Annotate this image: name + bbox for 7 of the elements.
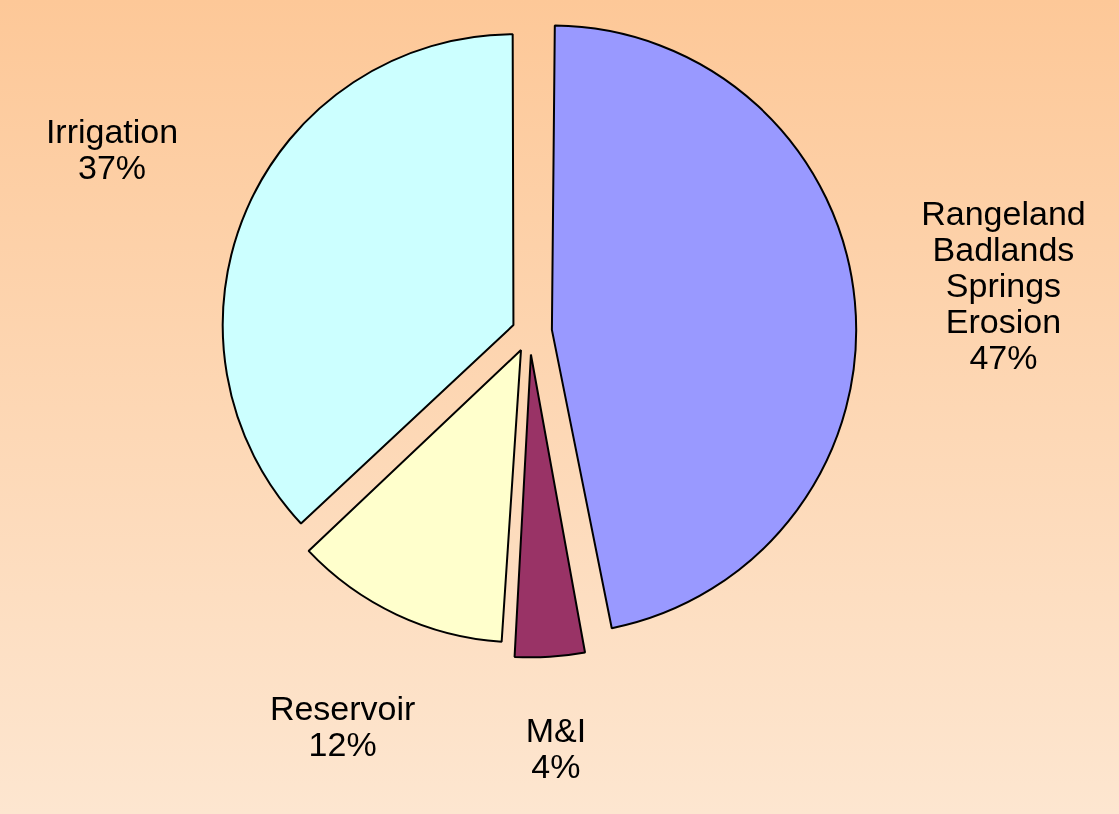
slice-label: Rangeland Badlands Springs Erosion: [921, 193, 1086, 340]
slice-label: Reservoir: [269, 689, 416, 728]
data-label: 4%: [531, 747, 581, 786]
slice-label: M&I: [525, 711, 587, 750]
data-label: 12%: [308, 725, 377, 764]
data-label: 47%: [969, 337, 1038, 376]
slice-label: Irrigation: [45, 111, 179, 150]
